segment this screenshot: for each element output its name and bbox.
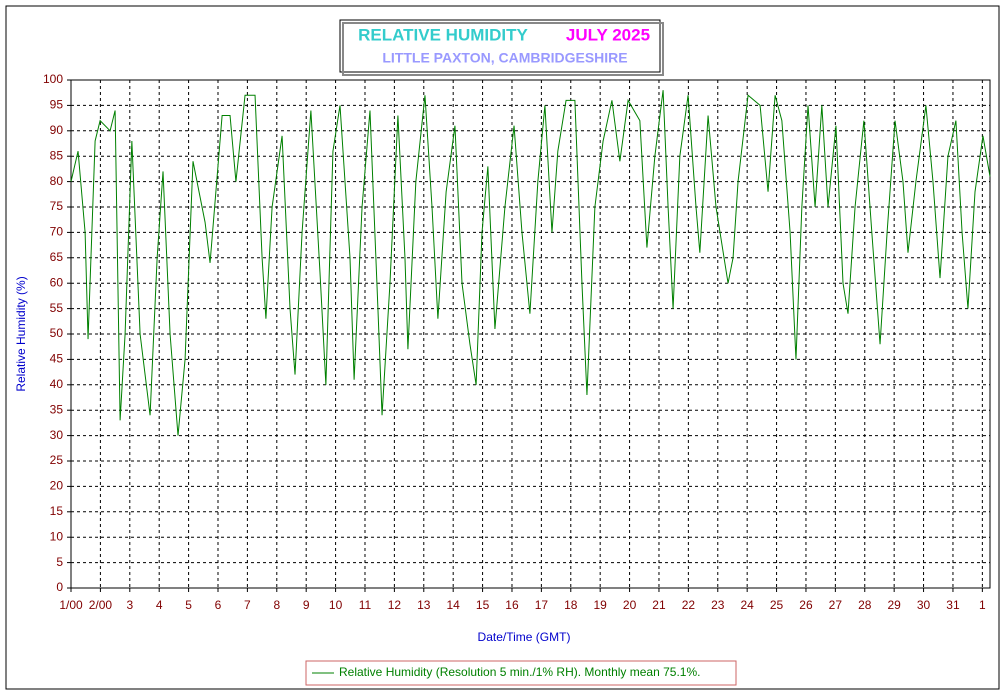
x-tick-label: 10 bbox=[329, 598, 343, 612]
plot-area bbox=[71, 80, 990, 588]
y-tick-label: 60 bbox=[50, 275, 64, 289]
y-tick-label: 85 bbox=[50, 148, 64, 162]
x-tick-label: 6 bbox=[215, 598, 222, 612]
x-tick-label: 31 bbox=[946, 598, 960, 612]
x-tick-label: 18 bbox=[564, 598, 578, 612]
x-tick-label: 7 bbox=[244, 598, 251, 612]
title-box bbox=[339, 19, 661, 73]
legend-label: Relative Humidity (Resolution 5 min./1% … bbox=[339, 665, 700, 679]
x-tick-label: 28 bbox=[858, 598, 872, 612]
x-tick-label: 13 bbox=[417, 598, 431, 612]
x-tick-label: 3 bbox=[126, 598, 133, 612]
x-tick-label: 24 bbox=[740, 598, 754, 612]
x-tick-label: 22 bbox=[682, 598, 696, 612]
y-tick-label: 80 bbox=[50, 174, 64, 188]
x-tick-label: 20 bbox=[623, 598, 637, 612]
x-tick-label: 27 bbox=[829, 598, 843, 612]
x-tick-label: 15 bbox=[476, 598, 490, 612]
y-axis-label: Relative Humidity (%) bbox=[14, 276, 28, 391]
x-axis-label: Date/Time (GMT) bbox=[478, 630, 571, 644]
x-tick-label: 4 bbox=[156, 598, 163, 612]
y-tick-label: 50 bbox=[50, 326, 64, 340]
x-tick-label: 1/00 bbox=[59, 598, 83, 612]
x-tick-label: 9 bbox=[303, 598, 310, 612]
y-tick-label: 15 bbox=[50, 504, 64, 518]
legend-box bbox=[305, 660, 737, 686]
y-tick-label: 55 bbox=[50, 301, 64, 315]
y-tick-label: 5 bbox=[56, 555, 63, 569]
x-tick-label: 1 bbox=[979, 598, 986, 612]
y-tick-label: 90 bbox=[50, 123, 64, 137]
y-tick-label: 75 bbox=[50, 199, 64, 213]
y-tick-label: 30 bbox=[50, 428, 64, 442]
y-tick-label: 65 bbox=[50, 250, 64, 264]
y-tick-label: 45 bbox=[50, 352, 64, 366]
y-tick-label: 35 bbox=[50, 402, 64, 416]
y-tick-label: 0 bbox=[56, 580, 63, 594]
title-shadow bbox=[342, 22, 664, 76]
x-tick-label: 2/00 bbox=[89, 598, 113, 612]
x-tick-label: 30 bbox=[917, 598, 931, 612]
x-tick-label: 19 bbox=[593, 598, 607, 612]
y-tick-label: 10 bbox=[50, 529, 64, 543]
x-tick-label: 29 bbox=[887, 598, 901, 612]
chart-period: JULY 2025 bbox=[566, 25, 650, 44]
chart-subtitle: LITTLE PAXTON, CAMBRIDGESHIRE bbox=[382, 50, 627, 66]
chart-title: RELATIVE HUMIDITY bbox=[358, 25, 528, 44]
y-tick-label: 95 bbox=[50, 98, 64, 112]
y-tick-label: 40 bbox=[50, 377, 64, 391]
y-tick-label: 70 bbox=[50, 225, 64, 239]
x-tick-label: 5 bbox=[185, 598, 192, 612]
y-tick-label: 25 bbox=[50, 453, 64, 467]
y-tick-label: 20 bbox=[50, 479, 64, 493]
x-tick-label: 11 bbox=[359, 598, 372, 612]
x-tick-label: 26 bbox=[799, 598, 813, 612]
data-line bbox=[70, 90, 991, 436]
x-tick-label: 14 bbox=[447, 598, 461, 612]
y-tick-label: 100 bbox=[43, 72, 63, 86]
x-tick-label: 25 bbox=[770, 598, 784, 612]
x-tick-label: 17 bbox=[535, 598, 549, 612]
plot-border bbox=[70, 79, 991, 589]
x-tick-label: 21 bbox=[652, 598, 666, 612]
x-tick-label: 12 bbox=[388, 598, 402, 612]
x-tick-label: 8 bbox=[273, 598, 280, 612]
x-tick-label: 16 bbox=[505, 598, 519, 612]
x-tick-label: 23 bbox=[711, 598, 725, 612]
